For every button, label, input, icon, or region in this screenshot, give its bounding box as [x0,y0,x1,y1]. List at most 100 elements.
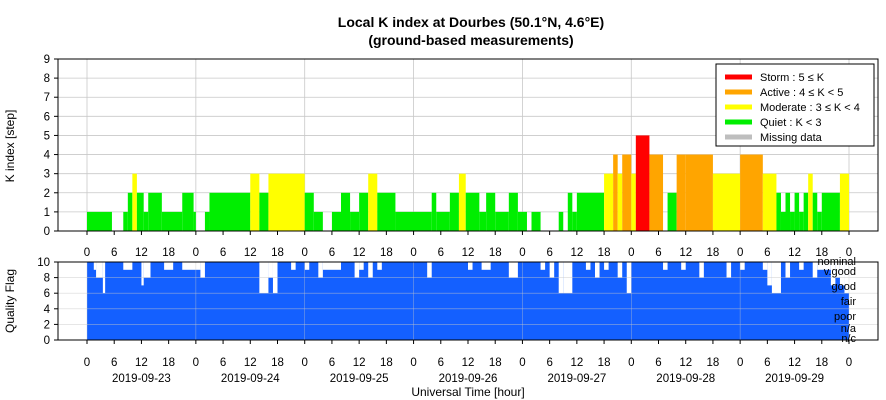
k-x-tick-label: 6 [111,247,117,259]
k-index-bar [359,192,369,231]
quality-dip [468,262,473,270]
k-x-tick-label: 6 [220,247,226,259]
legend-label: Quiet : K < 3 [760,117,821,129]
quality-dip [164,262,174,270]
q-x-tick-label: 18 [380,357,393,369]
quality-dip [141,262,144,286]
quality-dip [817,262,831,270]
k-x-tick-label: 0 [302,247,308,259]
k-index-bar [576,192,605,231]
day-label: 2019-09-23 [112,373,171,385]
k-x-tick-label: 12 [679,247,692,259]
q-x-tick-label: 12 [135,357,148,369]
q-x-tick-label: 0 [302,357,308,369]
legend-label: Active : 4 ≤ K < 5 [760,87,843,99]
quality-bar [87,262,849,340]
k-index-bar [790,211,795,231]
q-x-tick-label: 18 [489,357,502,369]
quality-dip [585,262,591,270]
k-x-tick-label: 18 [162,247,175,259]
k-index-bar [209,192,251,231]
day-label: 2019-09-27 [547,373,606,385]
k-x-tick-label: 18 [598,247,611,259]
k-index-bar [193,211,196,231]
k-index-bar [676,154,686,231]
quality-dip [785,262,791,278]
k-x-tick-label: 6 [438,247,444,259]
quality-dip [830,262,836,286]
k-index-bar [762,173,777,231]
quality-dip [93,262,97,270]
k-x-tick-label: 0 [628,247,634,259]
k-index-bar [377,192,396,231]
quality-dip [617,262,623,278]
quality-dip [540,262,546,270]
k-index-bar [350,211,360,231]
quality-dip [354,262,360,278]
k-index-bar [132,173,137,231]
k-index-bar [148,192,162,231]
quality-dip [549,262,555,278]
quality-dip [291,262,296,270]
quality-dip [740,262,745,270]
k-y-tick-label: 0 [44,226,50,238]
k-y-tick-label: 9 [44,54,50,66]
k-x-tick-label: 12 [570,247,583,259]
quality-level-label: poor [834,311,856,323]
quality-y-axis-label: Quality Flag [3,269,17,333]
quality-dip [481,262,491,270]
quality-level-label: good [832,281,856,293]
q-y-tick-label: 0 [44,335,50,347]
q-y-tick-label: 10 [37,257,50,269]
k-index-bar [821,192,840,231]
quality-dip [835,262,840,278]
k-x-tick-label: 0 [737,247,743,259]
k-index-bar [479,211,487,231]
q-y-tick-label: 2 [44,319,50,331]
k-x-tick-label: 0 [84,247,90,259]
day-label: 2019-09-29 [765,373,824,385]
k-x-tick-label: 0 [410,247,416,259]
k-index-bar [136,192,144,231]
legend-label: Missing data [760,132,823,144]
q-y-tick-label: 8 [44,273,50,285]
q-x-tick-label: 18 [707,357,720,369]
k-index-bar [839,173,849,231]
quality-dip [143,262,151,278]
k-index-bar [495,211,509,231]
q-x-tick-label: 6 [546,357,552,369]
k-index-bar [794,192,800,231]
k-x-tick-label: 12 [788,247,801,259]
k-x-tick-label: 12 [135,247,148,259]
q-x-tick-label: 0 [846,357,852,369]
k-index-bar [395,211,432,231]
quality-dip [681,262,686,270]
chart-subtitle: (ground-based measurements) [368,32,573,48]
q-x-tick-label: 18 [815,357,828,369]
q-x-tick-label: 12 [570,357,583,369]
q-x-tick-label: 12 [462,357,475,369]
k-x-tick-label: 18 [815,247,828,259]
k-index-bar [250,173,260,231]
q-x-tick-label: 18 [271,357,284,369]
k-x-tick-label: 6 [764,247,770,259]
q-x-tick-label: 6 [111,357,117,369]
k-index-bar [368,173,378,231]
k-x-tick-label: 6 [329,247,335,259]
quality-level-label: n/a [841,323,857,335]
x-axis-label: Universal Time [hour] [411,385,524,399]
q-x-tick-label: 12 [788,357,801,369]
k-index-bar [667,192,677,231]
k-index-bar [204,211,210,231]
quality-dip [318,262,323,278]
quality-level-label: n/c [841,333,856,345]
quality-dip [663,262,668,270]
k-index-bar [87,211,112,231]
q-x-tick-label: 0 [193,357,199,369]
k-x-tick-label: 18 [489,247,502,259]
quality-dip [182,262,201,270]
q-y-tick-label: 6 [44,288,50,300]
k-index-bar [799,211,804,231]
